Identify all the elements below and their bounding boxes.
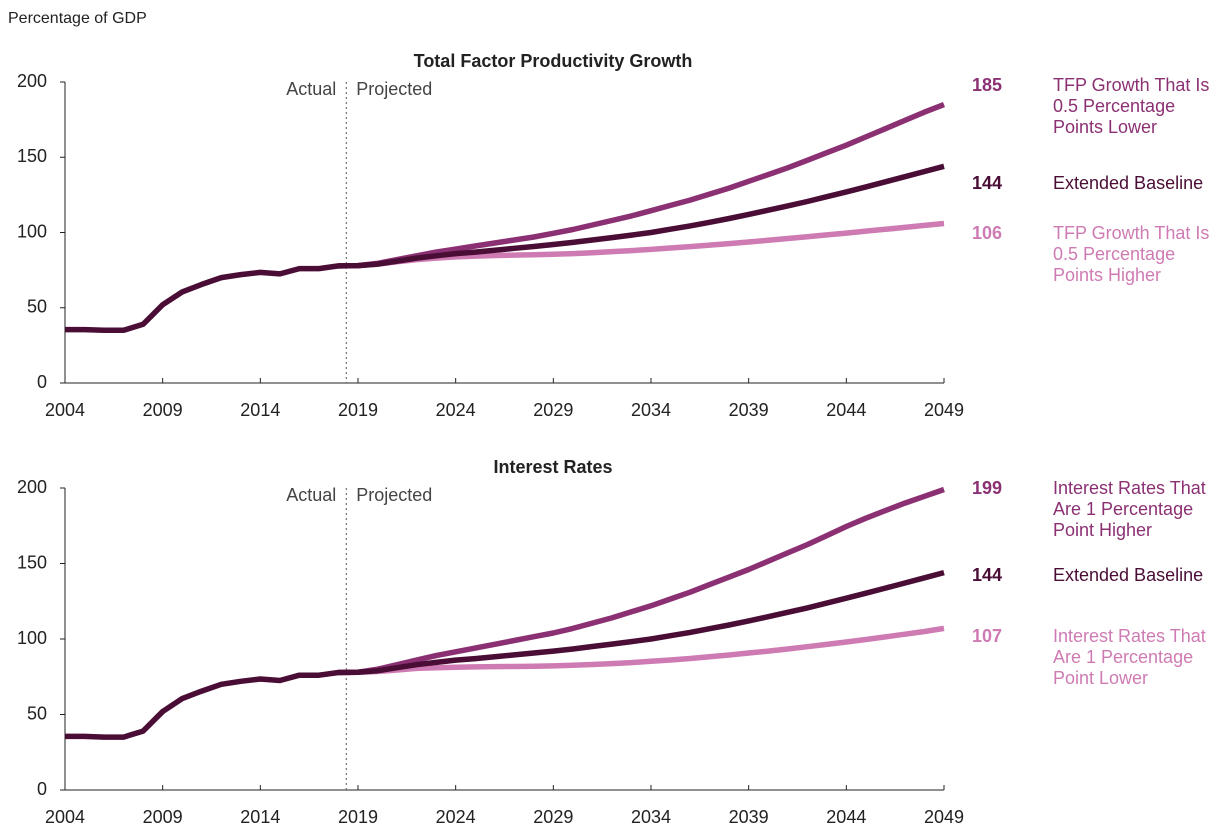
legend-label: TFP Growth That Is 0.5 Percentage Points…	[1053, 223, 1210, 285]
y-tick-label: 150	[17, 552, 47, 572]
series-line	[338, 102, 945, 269]
y-tick-label: 200	[17, 477, 47, 497]
x-tick-label: 2024	[436, 400, 476, 420]
x-tick-label: 2014	[240, 400, 280, 420]
x-tick-label: 2044	[826, 400, 866, 420]
end-value-label: 199	[972, 478, 1003, 498]
series-line	[338, 486, 945, 676]
annotation: Actual	[286, 79, 336, 99]
x-tick-label: 2024	[436, 807, 476, 827]
x-tick-label: 2009	[143, 807, 183, 827]
x-tick-label: 2029	[533, 400, 573, 420]
y-tick-label: 0	[37, 372, 47, 392]
y-tick-label: 100	[17, 221, 47, 241]
x-tick-label: 2014	[240, 807, 280, 827]
x-tick-label: 2034	[631, 400, 671, 420]
x-tick-label: 2049	[924, 807, 964, 827]
legend-label: TFP Growth That Is 0.5 Percentage Points…	[1053, 75, 1210, 137]
x-tick-label: 2034	[631, 807, 671, 827]
x-tick-label: 2004	[45, 400, 85, 420]
end-value-label: 144	[972, 565, 1003, 585]
legend-label: Extended Baseline	[1053, 565, 1204, 585]
end-value-label: 144	[972, 173, 1003, 193]
legend-label: Extended Baseline	[1053, 173, 1204, 193]
x-tick-label: 2039	[729, 400, 769, 420]
x-tick-label: 2004	[45, 807, 85, 827]
y-axis-label: Percentage of GDP	[8, 10, 147, 27]
annotation: Projected	[356, 485, 432, 505]
x-tick-label: 2019	[338, 807, 378, 827]
series-line	[338, 220, 945, 269]
x-tick-label: 2044	[826, 807, 866, 827]
legend-label: Interest Rates That Are 1 Percentage Poi…	[1053, 478, 1206, 540]
legend-label: Interest Rates That Are 1 Percentage Poi…	[1053, 626, 1206, 688]
end-value-label: 106	[972, 223, 1003, 243]
x-tick-label: 2049	[924, 400, 964, 420]
x-tick-label: 2009	[143, 400, 183, 420]
end-value-label: 107	[972, 626, 1003, 646]
x-tick-label: 2029	[533, 807, 573, 827]
y-tick-label: 0	[37, 779, 47, 799]
y-tick-label: 50	[27, 703, 47, 723]
series-line	[65, 163, 945, 334]
y-tick-label: 50	[27, 297, 47, 317]
x-tick-label: 2019	[338, 400, 378, 420]
y-tick-label: 100	[17, 628, 47, 648]
chart-title: Total Factor Productivity Growth	[414, 51, 693, 71]
x-tick-label: 2039	[729, 807, 769, 827]
series-line	[338, 625, 945, 676]
y-tick-label: 150	[17, 146, 47, 166]
y-tick-label: 200	[17, 71, 47, 91]
chart-title: Interest Rates	[493, 457, 612, 477]
series-line	[65, 569, 945, 740]
end-value-label: 185	[972, 75, 1003, 95]
annotation: Projected	[356, 79, 432, 99]
annotation: Actual	[286, 485, 336, 505]
